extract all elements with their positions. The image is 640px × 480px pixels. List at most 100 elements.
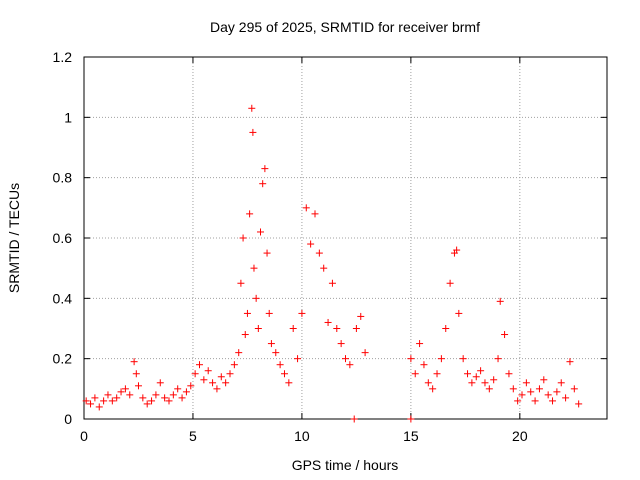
data-point xyxy=(357,312,365,320)
x-tick-label: 5 xyxy=(189,428,197,444)
data-point xyxy=(514,397,522,405)
data-point xyxy=(243,309,251,317)
data-point xyxy=(263,249,271,257)
grid xyxy=(84,57,607,419)
x-axis-label: GPS time / hours xyxy=(292,457,399,473)
data-point xyxy=(108,397,116,405)
data-point xyxy=(213,385,221,393)
data-point xyxy=(346,361,354,369)
y-tick-label: 0.2 xyxy=(53,351,73,367)
y-tick-label: 0.6 xyxy=(53,230,73,246)
data-point xyxy=(178,394,186,402)
data-point xyxy=(333,325,341,332)
data-point xyxy=(241,331,249,339)
data-point xyxy=(143,400,151,408)
data-point xyxy=(424,379,432,387)
data-point xyxy=(494,355,502,363)
data-point xyxy=(272,349,280,357)
data-point xyxy=(235,349,243,357)
data-point xyxy=(204,367,212,375)
data-point xyxy=(459,355,467,363)
data-point xyxy=(562,394,570,402)
data-point xyxy=(350,415,358,423)
data-point xyxy=(222,379,230,387)
data-point xyxy=(265,309,273,317)
data-point xyxy=(490,376,498,384)
data-point xyxy=(485,385,493,393)
data-point xyxy=(477,367,485,375)
data-point xyxy=(156,379,164,387)
data-point xyxy=(442,325,450,332)
data-point xyxy=(126,391,134,399)
data-point xyxy=(324,318,332,326)
data-point xyxy=(527,388,535,396)
data-point xyxy=(187,382,195,390)
data-points xyxy=(82,104,583,423)
data-point xyxy=(328,279,336,287)
data-point xyxy=(139,394,147,402)
data-point xyxy=(257,228,265,236)
data-point xyxy=(117,388,125,396)
data-point xyxy=(246,210,254,218)
data-point xyxy=(320,264,328,272)
data-point xyxy=(280,370,288,378)
data-point xyxy=(531,397,539,405)
axis-ticks: 0 0.2 0.4 0.6 0.8 1 1.2 0 5 10 15 20 xyxy=(53,49,607,444)
data-point xyxy=(249,128,257,136)
data-point xyxy=(298,309,306,317)
data-point xyxy=(302,204,310,212)
y-tick-label: 1 xyxy=(64,109,72,125)
data-point xyxy=(289,325,297,332)
data-point xyxy=(553,388,561,396)
data-point xyxy=(195,361,203,369)
data-point xyxy=(549,397,557,405)
data-point xyxy=(472,373,480,381)
data-point xyxy=(540,376,548,384)
data-point xyxy=(174,385,182,393)
y-tick-label: 0 xyxy=(64,411,72,427)
data-point xyxy=(570,385,578,393)
data-point xyxy=(361,349,369,357)
y-axis-label: SRMTID / TECUs xyxy=(6,183,22,293)
data-point xyxy=(134,382,142,390)
y-tick-label: 0.8 xyxy=(53,170,73,186)
data-point xyxy=(121,385,129,393)
data-point xyxy=(130,358,138,366)
data-point xyxy=(82,397,90,405)
data-point xyxy=(481,379,489,387)
data-point xyxy=(411,370,419,378)
data-point xyxy=(267,340,275,348)
data-point xyxy=(311,210,319,218)
data-point xyxy=(429,385,437,393)
data-point xyxy=(468,379,476,387)
data-point xyxy=(248,104,256,112)
data-point xyxy=(148,397,156,405)
data-point xyxy=(226,370,234,378)
data-point xyxy=(191,370,199,378)
data-point xyxy=(307,240,315,248)
data-point xyxy=(217,373,225,381)
x-tick-label: 10 xyxy=(294,428,310,444)
data-point xyxy=(95,403,103,411)
data-point xyxy=(407,415,415,423)
x-tick-label: 15 xyxy=(403,428,419,444)
data-point xyxy=(200,376,208,384)
x-tick-label: 20 xyxy=(512,428,528,444)
data-point xyxy=(566,358,574,366)
x-tick-label: 0 xyxy=(80,428,88,444)
data-point xyxy=(522,379,530,387)
data-point xyxy=(230,361,238,369)
data-point xyxy=(209,379,217,387)
data-point xyxy=(165,397,173,405)
data-point xyxy=(446,279,454,287)
data-point xyxy=(113,394,121,402)
data-point xyxy=(87,400,95,408)
y-tick-label: 0.4 xyxy=(53,290,73,306)
data-point xyxy=(535,385,543,393)
data-point xyxy=(496,297,504,305)
data-point xyxy=(169,391,177,399)
data-point xyxy=(337,340,345,348)
data-point xyxy=(518,391,526,399)
data-point xyxy=(315,249,323,257)
